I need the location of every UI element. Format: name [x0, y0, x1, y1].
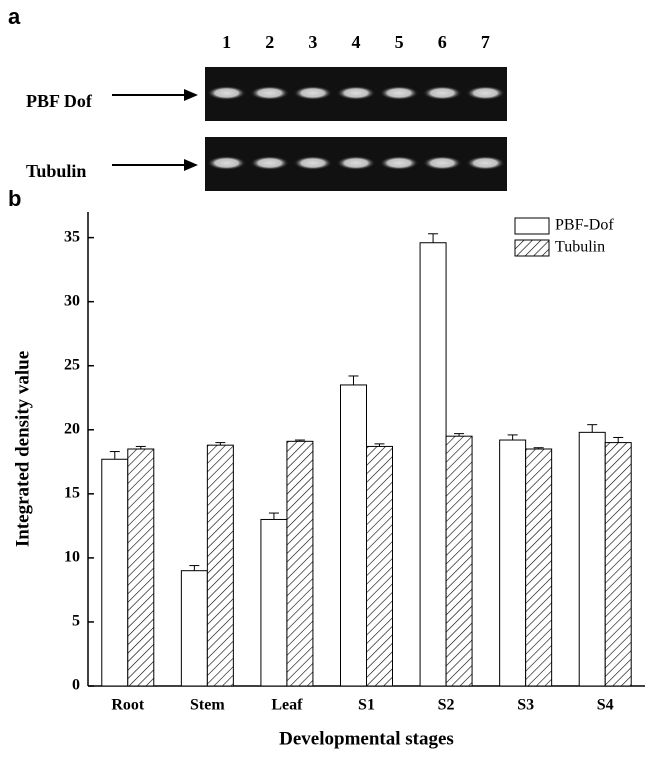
panel-label: b	[8, 186, 21, 211]
gel-band	[293, 156, 332, 170]
legend-swatch	[515, 240, 549, 256]
y-tick-label: 25	[64, 356, 80, 373]
arrow-head	[184, 89, 198, 101]
y-tick-label: 0	[72, 677, 80, 694]
x-tick-label: S4	[597, 697, 614, 714]
gel-band	[250, 156, 289, 170]
gel-band	[293, 86, 332, 100]
x-tick-label: Root	[111, 697, 145, 714]
gel-band	[250, 86, 289, 100]
x-tick-label: S1	[358, 697, 375, 714]
gel-band	[466, 86, 505, 100]
legend-swatch	[515, 218, 549, 234]
bar	[605, 443, 631, 686]
lane-label: 5	[395, 32, 404, 52]
legend-label: Tubulin	[555, 239, 605, 256]
y-axis-title: Integrated density value	[12, 351, 33, 547]
gel-band	[380, 156, 419, 170]
y-tick-label: 15	[64, 485, 80, 502]
lane-label: 1	[222, 32, 231, 52]
row-label: Tubulin	[26, 161, 86, 181]
lane-label: 2	[265, 32, 274, 52]
lane-label: 4	[352, 32, 361, 52]
x-axis-title: Developmental stages	[279, 728, 454, 749]
bar	[287, 441, 313, 686]
y-tick-label: 30	[64, 292, 80, 309]
figure: a b 1 2 3 4 5 6 7 PBF Dof Tubulin 0 5 10 15 20 25 30 35…	[0, 0, 659, 758]
bar-chart: 0 5 10 15 20 25 30 35 Root Stem Leaf S1 S2 S3 S4 PBF-Do…	[12, 212, 645, 749]
bar	[420, 243, 446, 686]
arrow-head	[184, 159, 198, 171]
gel-band	[207, 86, 246, 100]
y-tick-label: 35	[64, 228, 80, 245]
gel-band	[423, 86, 462, 100]
y-tick-label: 5	[72, 613, 80, 630]
x-tick-label: Leaf	[271, 697, 303, 714]
bar	[526, 449, 552, 686]
bar	[181, 571, 207, 686]
panel-label: a	[8, 4, 21, 29]
y-tick-label: 10	[64, 549, 80, 566]
gel-band	[337, 86, 376, 100]
x-tick-label: Stem	[190, 697, 225, 714]
gel-band	[207, 156, 246, 170]
row-label: PBF Dof	[26, 91, 93, 111]
x-tick-label: S2	[438, 697, 455, 714]
bar	[128, 449, 154, 686]
gel-image: 1 2 3 4 5 6 7 PBF Dof Tubulin	[26, 32, 507, 191]
bar	[261, 519, 287, 686]
gel-band	[337, 156, 376, 170]
bar	[500, 440, 526, 686]
gel-band	[466, 156, 505, 170]
x-tick-label: S3	[517, 697, 534, 714]
gel-band	[423, 156, 462, 170]
bar	[341, 385, 367, 686]
bar	[102, 459, 128, 686]
y-tick-label: 20	[64, 420, 80, 437]
legend-label: PBF-Dof	[555, 217, 614, 234]
bar	[367, 446, 393, 686]
bar	[579, 432, 605, 686]
bar	[446, 436, 472, 686]
gel-band	[380, 86, 419, 100]
lane-label: 7	[481, 32, 490, 52]
lane-label: 6	[438, 32, 447, 52]
bar	[207, 445, 233, 686]
lane-label: 3	[308, 32, 317, 52]
